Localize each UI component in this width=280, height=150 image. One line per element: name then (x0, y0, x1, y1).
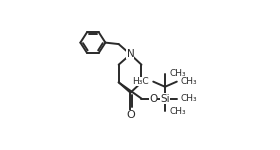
Text: CH₃: CH₃ (181, 77, 198, 86)
Text: CH₃: CH₃ (181, 94, 198, 103)
Text: CH₃: CH₃ (169, 69, 186, 78)
Text: O: O (126, 110, 135, 120)
Text: Si: Si (160, 94, 170, 103)
Text: O: O (149, 94, 157, 103)
Text: H₃C: H₃C (132, 77, 149, 86)
Text: N: N (127, 49, 134, 59)
Text: CH₃: CH₃ (169, 107, 186, 116)
